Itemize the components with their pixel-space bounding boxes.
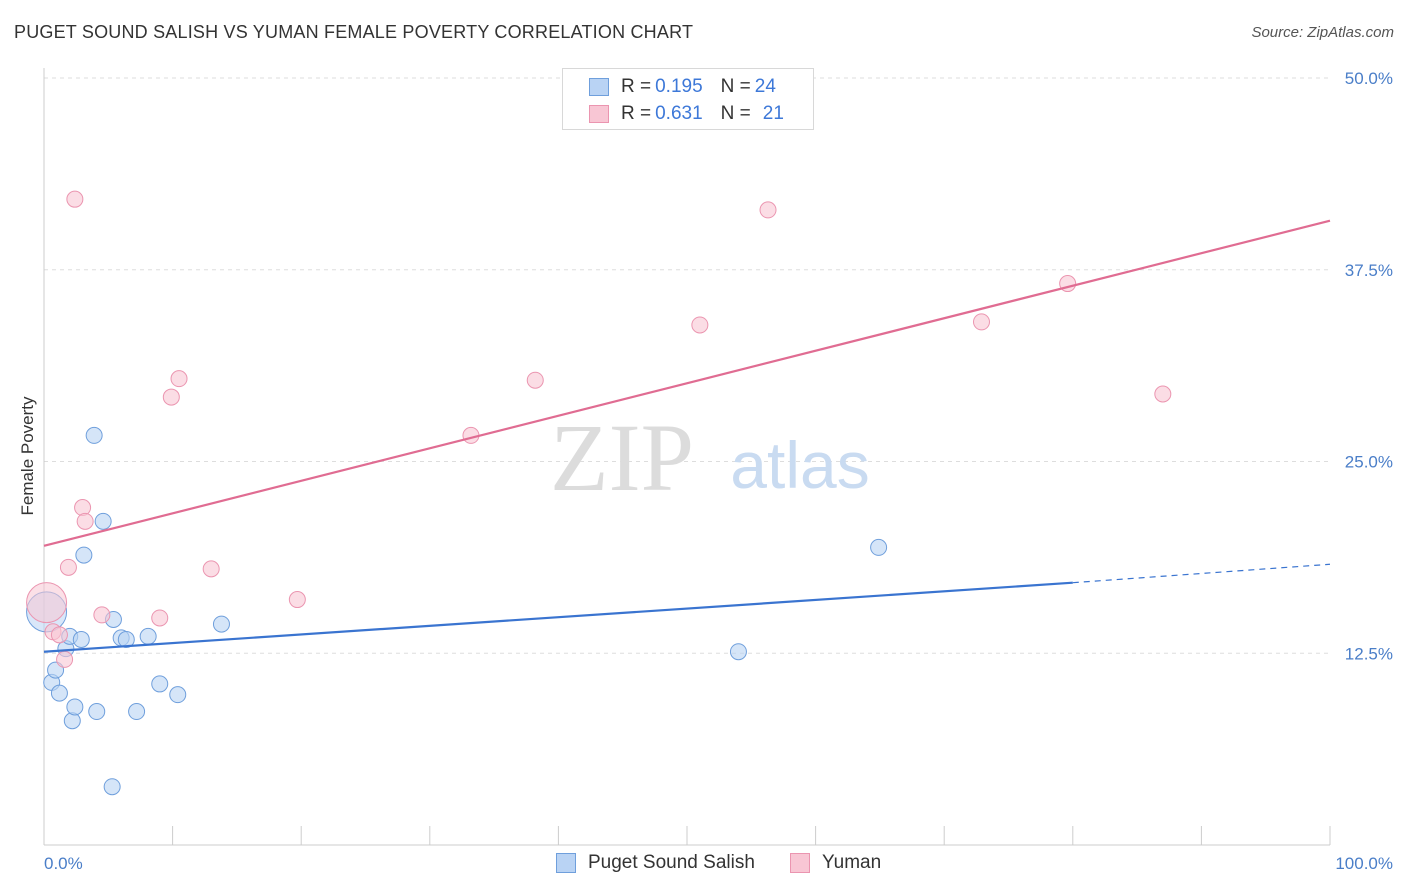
chart-title: PUGET SOUND SALISH VS YUMAN FEMALE POVER… xyxy=(14,22,694,42)
legend-r-label: R = xyxy=(621,76,652,97)
tick-labels: 12.5% 25.0% 37.5% 50.0% 0.0% 100.0% xyxy=(44,69,1393,873)
point-yuman xyxy=(288,591,306,609)
point-yuman xyxy=(74,499,92,517)
point-yuman xyxy=(50,626,68,644)
legend-row-puget-sound-salish: R = 0.195 N = 24 xyxy=(589,75,776,99)
y-tick-label: 37.5% xyxy=(1345,261,1393,280)
series-legend: Puget Sound Salish Yuman xyxy=(0,852,1406,876)
legend-swatch-blue xyxy=(589,78,609,96)
point-puget-sound-salish xyxy=(75,546,93,564)
legend-n-label: N = xyxy=(720,76,751,97)
point-yuman xyxy=(759,201,777,219)
trend-extension-puget-sound-salish xyxy=(1072,563,1331,584)
point-yuman xyxy=(151,609,169,627)
point-puget-sound-salish xyxy=(212,615,230,633)
point-puget-sound-salish xyxy=(151,675,169,693)
point-yuman xyxy=(691,316,709,334)
legend-swatch-pink xyxy=(790,853,810,873)
point-puget-sound-salish xyxy=(66,698,84,716)
point-yuman xyxy=(1154,385,1172,403)
point-puget-sound-salish xyxy=(72,630,90,648)
legend-n-value: 21 xyxy=(762,103,784,124)
gridlines xyxy=(44,77,1330,654)
legend-n-label: N = xyxy=(720,103,751,124)
point-yuman xyxy=(66,190,84,208)
point-puget-sound-salish xyxy=(85,426,103,444)
trend-line-yuman xyxy=(43,219,1331,547)
watermark: ZIP atlas xyxy=(550,404,870,511)
point-yuman xyxy=(76,512,94,530)
point-yuman xyxy=(170,370,188,388)
legend-swatch-blue xyxy=(556,853,576,873)
point-puget-sound-salish xyxy=(117,630,135,648)
point-puget-sound-salish xyxy=(103,778,121,796)
point-puget-sound-salish xyxy=(139,627,157,645)
point-puget-sound-salish xyxy=(88,703,106,721)
legend-item-yuman: Yuman xyxy=(790,852,881,874)
point-yuman xyxy=(972,313,990,331)
y-tick-label: 12.5% xyxy=(1345,644,1393,663)
point-puget-sound-salish xyxy=(94,512,112,530)
point-yuman xyxy=(59,558,77,576)
trend-line-puget-sound-salish xyxy=(43,581,1073,653)
trend-lines xyxy=(43,219,1331,653)
y-tick-label: 50.0% xyxy=(1345,69,1393,88)
axes xyxy=(43,68,1331,846)
data-points xyxy=(26,190,1172,796)
point-puget-sound-salish xyxy=(128,703,146,721)
legend-n-value: 24 xyxy=(754,76,776,97)
point-puget-sound-salish xyxy=(63,712,81,730)
point-puget-sound-salish xyxy=(729,643,747,661)
point-yuman xyxy=(56,650,74,668)
legend-row-yuman: R = 0.631 N = 21 xyxy=(589,102,784,126)
legend-series-name: Puget Sound Salish xyxy=(588,852,755,873)
point-yuman xyxy=(162,388,180,406)
x-tick-label: 0.0% xyxy=(44,854,83,873)
correlation-legend: R = 0.195 N = 24 R = 0.631 N = 21 xyxy=(562,68,814,130)
x-tick-label: 100.0% xyxy=(1335,854,1393,873)
y-tick-label: 25.0% xyxy=(1345,453,1393,472)
legend-r-value: 0.631 xyxy=(655,103,703,124)
legend-r-label: R = xyxy=(621,103,652,124)
source-credit: Source: ZipAtlas.com xyxy=(1251,24,1394,41)
legend-item-puget-sound-salish: Puget Sound Salish xyxy=(556,852,755,874)
legend-r-value: 0.195 xyxy=(655,76,703,97)
watermark-zip: ZIP xyxy=(550,404,694,511)
watermark-atlas: atlas xyxy=(730,428,869,502)
point-yuman xyxy=(202,560,220,578)
legend-swatch-pink xyxy=(589,105,609,123)
point-puget-sound-salish xyxy=(870,538,888,556)
point-yuman xyxy=(26,582,68,624)
point-puget-sound-salish xyxy=(50,684,68,702)
legend-series-name: Yuman xyxy=(822,852,882,873)
point-puget-sound-salish xyxy=(169,686,187,704)
point-yuman xyxy=(93,606,111,624)
point-yuman xyxy=(526,371,544,389)
